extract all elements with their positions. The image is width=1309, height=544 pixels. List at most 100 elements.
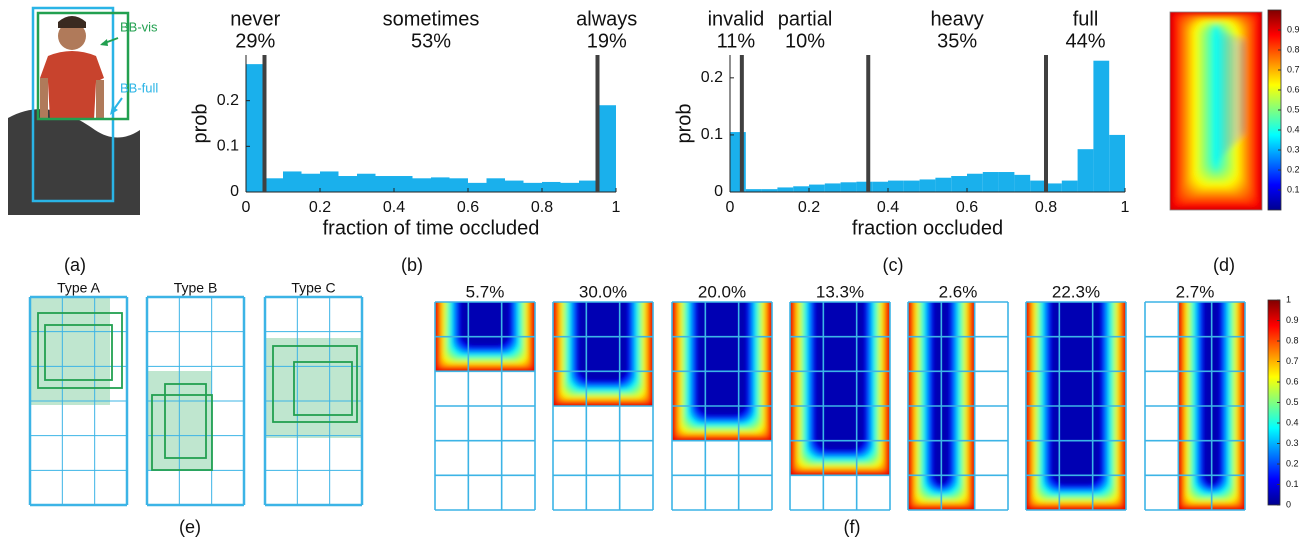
bar: [542, 181, 561, 192]
bar: [1014, 174, 1031, 192]
heatmap-level: [1212, 26, 1220, 168]
heatmap-title: 2.6%: [939, 282, 978, 301]
heatmap-region: [553, 302, 653, 406]
heatmap-level: [1233, 34, 1235, 147]
x-tick-label: 0.6: [956, 199, 978, 216]
bar: [1093, 60, 1110, 193]
bar: [1046, 183, 1062, 192]
y-tick-label: 0.1: [701, 126, 723, 143]
visible-region: [265, 338, 362, 438]
segment-name: never: [230, 8, 280, 30]
heatmap-frame: [1169, 11, 1263, 211]
bar: [560, 182, 579, 192]
y-tick-label: 0.2: [217, 92, 239, 109]
label-bb-vis: BB-vis: [120, 19, 158, 34]
colorbar-tick-label: 0.1: [1286, 479, 1299, 489]
heatmap-region: [790, 302, 890, 476]
bar: [394, 176, 413, 192]
bar: [777, 187, 794, 192]
colorbar-tick-label: 0: [1286, 499, 1291, 509]
bar: [1077, 149, 1094, 192]
heatmap-levels: [1171, 12, 1261, 209]
bb-vis-box: [36, 11, 130, 121]
bar: [919, 179, 936, 192]
x-tick-label: 0.4: [877, 199, 899, 216]
bar: [951, 176, 967, 192]
y-axis-label: prob: [673, 103, 695, 143]
colorbar-tick-label: 0.2: [1286, 458, 1299, 468]
person-head: [58, 22, 86, 50]
y-tick-label: 0: [230, 183, 239, 200]
colorbar-tick-label: 0.8: [1287, 44, 1300, 54]
y-tick-label: 0: [714, 183, 723, 200]
x-tick-label: 1: [1121, 199, 1130, 216]
heatmap-level: [1219, 29, 1221, 161]
y-axis-label: prob: [189, 103, 211, 143]
person-arm: [40, 78, 48, 118]
bar: [872, 181, 888, 192]
bbox-example: [293, 361, 353, 416]
segment-share: 29%: [235, 30, 275, 52]
x-axis-label: fraction occluded: [852, 217, 1003, 239]
x-tick-label: 0.2: [798, 199, 820, 216]
bar: [431, 177, 450, 192]
colorbar-tick-label: 0.1: [1287, 184, 1300, 194]
bar: [856, 181, 873, 192]
heatmap-level: [697, 302, 747, 416]
colorbar-tick-label: 0.9: [1287, 24, 1300, 34]
colorbar-tick-label: 0.3: [1287, 144, 1300, 154]
bbox-example: [164, 383, 207, 459]
colorbar-tick-label: 0.6: [1286, 376, 1299, 386]
x-tick-label: 0.6: [457, 199, 479, 216]
bar: [246, 64, 265, 192]
heatmap-title: 20.0%: [698, 282, 746, 301]
x-tick-label: 0.2: [309, 199, 331, 216]
occluder: [8, 109, 140, 215]
heatmap-level: [815, 302, 865, 450]
segment-share: 35%: [937, 30, 977, 52]
heatmap-level: [460, 302, 510, 346]
x-tick-label: 0: [726, 199, 735, 216]
heatmap-region: [1170, 12, 1262, 210]
heatmap-level: [1243, 37, 1245, 137]
bar: [283, 171, 302, 192]
x-tick-label: 1: [612, 199, 621, 216]
heatmap-level: [1051, 302, 1101, 485]
heatmap-title: 13.3%: [816, 282, 864, 301]
bar: [809, 184, 825, 192]
heatmap-title: 30.0%: [579, 282, 627, 301]
heatmap-level: [1226, 31, 1228, 154]
colorbar-tick-label: 0.5: [1287, 104, 1300, 114]
segment-name: invalid: [708, 8, 765, 30]
bbox-example: [151, 394, 213, 471]
panel-label: (a): [64, 255, 86, 275]
bbox-example: [44, 324, 113, 381]
colorbar-tick-label: 0.8: [1286, 335, 1299, 345]
bar: [523, 182, 542, 192]
arrowhead: [110, 106, 118, 115]
colorbar-tick-label: 0.6: [1287, 84, 1300, 94]
colorbar-tick-label: 0.7: [1286, 356, 1299, 366]
heatmap-levels: [908, 302, 975, 510]
type-title: Type C: [291, 280, 335, 296]
heatmap-levels: [1026, 302, 1126, 510]
heatmap-level: [1229, 32, 1231, 151]
segment-name: always: [576, 8, 637, 30]
heatmap-level: [1222, 30, 1224, 158]
bar: [967, 173, 983, 192]
bar: [888, 180, 904, 192]
bbox-example: [37, 312, 123, 389]
label-bb-full: BB-full: [120, 80, 158, 95]
segment-name: full: [1073, 8, 1099, 30]
bar: [903, 180, 920, 192]
bar: [793, 186, 809, 192]
visible-region: [30, 297, 110, 405]
bar: [1030, 180, 1046, 192]
bbox-example: [272, 345, 358, 423]
bar: [579, 180, 598, 192]
x-tick-label: 0: [242, 199, 251, 216]
segment-name: sometimes: [383, 8, 480, 30]
bar: [375, 176, 394, 192]
heatmap-title: 2.7%: [1176, 282, 1215, 301]
